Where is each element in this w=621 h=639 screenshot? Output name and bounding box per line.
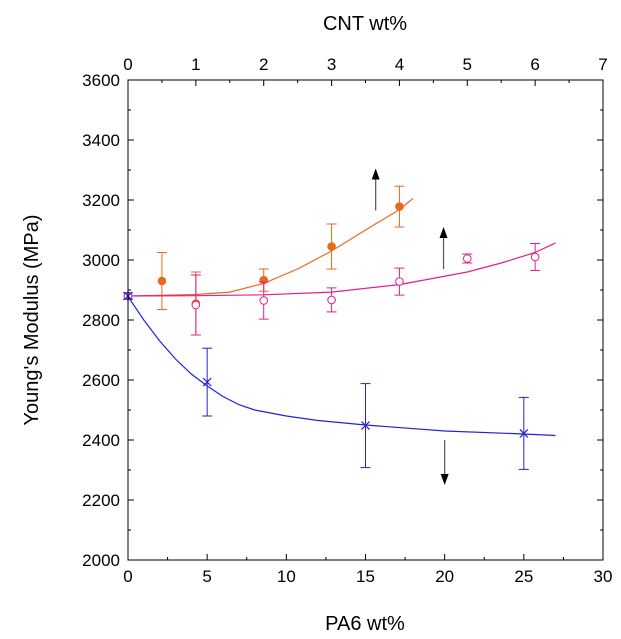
x-top-tick-label: 5: [463, 55, 472, 74]
y-axis-title: Young's Modulus (MPa): [21, 215, 43, 426]
x-bottom-tick-label: 15: [356, 567, 375, 586]
data-point: [395, 277, 404, 286]
data-point: [157, 276, 167, 286]
trend-arrow-head: [440, 474, 449, 485]
bottom-axis-title: PA6 wt%: [325, 613, 405, 635]
data-point: [191, 300, 201, 310]
x-bottom-tick-label: 10: [277, 567, 296, 586]
data-point: [327, 242, 336, 251]
top-axis-title: CNT wt%: [323, 13, 407, 35]
trend-arrow-head: [371, 168, 380, 180]
data-point: [361, 421, 370, 431]
data-point: [519, 428, 529, 438]
data-point: [259, 296, 269, 305]
data-point: [202, 377, 212, 387]
data-point: [327, 295, 336, 305]
y-tick-label: 2400: [82, 431, 120, 450]
y-tick-label: 2200: [82, 491, 120, 510]
x-bottom-tick-label: 0: [123, 567, 132, 586]
data-point: [530, 252, 540, 262]
y-tick-label: 3200: [82, 191, 120, 210]
y-tick-label: 3400: [82, 131, 120, 150]
y-tick-label: 3000: [82, 251, 120, 270]
x-bottom-tick-label: 30: [594, 567, 613, 586]
x-top-tick-label: 3: [327, 55, 336, 74]
x-bottom-tick-label: 25: [514, 567, 533, 586]
x-top-tick-label: 4: [395, 55, 404, 74]
y-tick-label: 2800: [82, 311, 120, 330]
series-0: [123, 168, 414, 336]
y-tick-label: 3600: [82, 71, 120, 90]
plot-layer: [123, 168, 556, 485]
x-bottom-tick-label: 5: [202, 567, 211, 586]
plot-frame: [127, 79, 604, 561]
x-top-tick-label: 7: [598, 55, 607, 74]
fit-curve: [127, 296, 556, 437]
data-point: [462, 254, 472, 263]
y-tick-label: 2000: [82, 551, 120, 570]
data-point: [395, 202, 404, 211]
y-tick-label: 2600: [82, 371, 120, 390]
x-top-tick-label: 6: [530, 55, 539, 74]
x-top-tick-label: 1: [191, 55, 200, 74]
fit-curve: [127, 242, 556, 297]
series-1: [123, 227, 556, 336]
series-2: [123, 291, 556, 485]
trend-arrow-head: [439, 227, 448, 238]
x-top-tick-label: 0: [123, 55, 132, 74]
x-top-tick-label: 2: [259, 55, 268, 74]
x-bottom-tick-label: 20: [435, 567, 454, 586]
fit-curve: [127, 198, 414, 297]
